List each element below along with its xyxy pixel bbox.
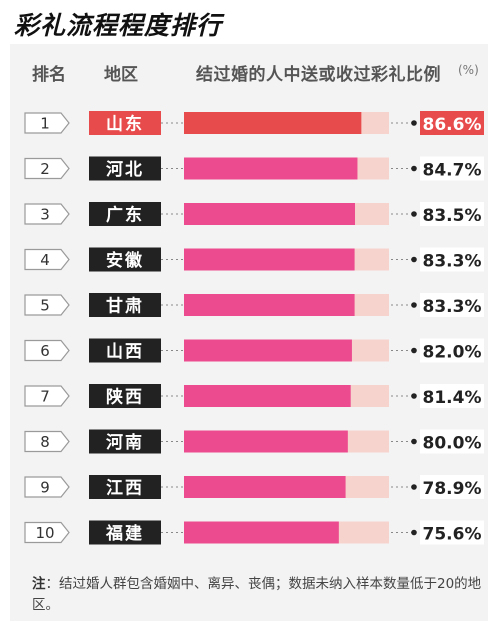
value-label-box [420, 338, 484, 363]
bar [184, 112, 362, 134]
region-label-box [89, 475, 161, 499]
rank-tag [24, 112, 70, 134]
footnote-prefix: 注 [32, 576, 46, 592]
region-label: 江西 [106, 479, 144, 499]
rank-tag [24, 203, 70, 225]
value-label: 80.0% [423, 434, 482, 454]
rank-tag [24, 294, 70, 316]
region-label: 陕西 [106, 387, 144, 408]
region-label-box [89, 247, 161, 272]
bar [184, 339, 352, 362]
rank-number: 1 [40, 115, 50, 133]
bar [184, 476, 346, 498]
region-label-box [89, 293, 161, 317]
header-metric: 结过婚的人中送或收过彩礼比例 [196, 65, 441, 85]
leader-dot [411, 484, 417, 490]
value-label-box [420, 384, 484, 408]
leader-dot [411, 165, 417, 172]
bar [184, 248, 355, 271]
rank-tag [24, 430, 70, 453]
rank-tag [24, 521, 70, 544]
leader-dot [411, 302, 417, 308]
region-label: 广东 [106, 205, 144, 226]
leader-dot [411, 438, 417, 445]
value-label-box [420, 156, 484, 181]
bar [184, 157, 358, 180]
value-label: 82.0% [423, 343, 482, 363]
rank-number: 9 [40, 479, 50, 497]
region-label: 山西 [106, 342, 144, 362]
rank-number: 4 [40, 251, 50, 269]
rank-tag [24, 385, 70, 407]
value-label: 75.6% [423, 525, 482, 545]
rank-number: 8 [40, 433, 50, 451]
leader-dot [411, 347, 417, 354]
region-label: 甘肃 [106, 296, 144, 317]
footnote: 注：结过婚人群包含婚姻中、离异、丧偶；数据未纳入样本数量低于20的地区。 [32, 574, 482, 616]
bar [184, 203, 356, 225]
value-label: 86.6% [423, 115, 482, 135]
rank-tag [24, 157, 70, 180]
region-label: 山东 [106, 114, 144, 135]
leader-dot [411, 120, 417, 126]
bar [184, 521, 339, 544]
header-region: 地区 [104, 65, 138, 85]
bar [184, 294, 355, 316]
value-label: 83.3% [423, 297, 482, 317]
region-label-box [89, 156, 161, 181]
header-rank: 排名 [32, 65, 66, 85]
value-label: 83.3% [423, 252, 482, 272]
value-label-box [420, 202, 484, 226]
leader-dot [411, 211, 417, 217]
rank-number: 2 [40, 160, 50, 178]
leader-dot [411, 256, 417, 263]
rank-tag [24, 248, 70, 271]
value-label: 83.5% [423, 206, 482, 226]
region-label-box [89, 202, 161, 226]
chart-title: 彩礼流程程度排行 [14, 11, 223, 40]
value-label: 78.9% [423, 479, 482, 499]
region-label: 河南 [106, 432, 144, 453]
value-label-box [420, 247, 484, 272]
rank-number: 3 [40, 206, 50, 224]
region-label-box [89, 111, 161, 135]
value-label-box [420, 475, 484, 499]
region-label: 河北 [106, 160, 144, 180]
leader-dot [411, 393, 417, 399]
header-unit: (%) [458, 63, 479, 77]
value-label-box [420, 429, 484, 454]
value-label-box [420, 293, 484, 317]
value-label-box [420, 111, 484, 135]
bar-chart: 1 山东 86.6% 2 河北 84.7% 3 广东 83.5% 4 安徽 83.3% 5 甘肃 83.3%… [24, 111, 484, 545]
rank-tag [24, 339, 70, 362]
value-label: 84.7% [423, 161, 482, 181]
rank-number: 7 [40, 388, 50, 406]
rank-number: 6 [40, 342, 50, 360]
region-label-box [89, 384, 161, 408]
rank-tag [24, 476, 70, 498]
bar [184, 385, 351, 407]
region-label-box [89, 520, 161, 545]
chart-panel: 排名 地区 结过婚的人中送或收过彩礼比例 (%) 1 山东 86.6% 2 河北 84.7… [10, 44, 488, 621]
bar [184, 430, 348, 453]
rank-number: 5 [40, 297, 50, 315]
region-label-box [89, 429, 161, 454]
value-label-box [420, 520, 484, 545]
value-label: 81.4% [423, 388, 482, 408]
leader-dot [411, 529, 417, 536]
region-label: 安徽 [106, 250, 144, 271]
region-label-box [89, 338, 161, 363]
region-label: 福建 [105, 523, 144, 544]
footnote-text: ：结过婚人群包含婚姻中、离异、丧偶；数据未纳入样本数量低于20的地区。 [32, 576, 482, 613]
rank-number: 10 [35, 524, 54, 542]
